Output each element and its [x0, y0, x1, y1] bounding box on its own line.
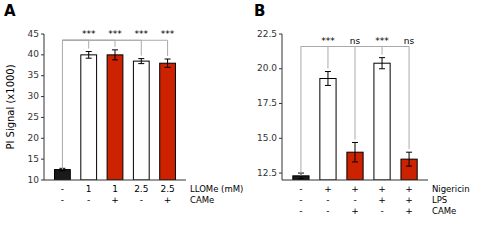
x-row-label: - — [353, 195, 356, 205]
y-tick-label: 15.0 — [257, 133, 277, 143]
y-tick-label: 12.5 — [257, 168, 277, 178]
x-row-label: 1 — [112, 184, 118, 194]
x-row-label: - — [380, 206, 383, 216]
x-row-label: + — [405, 195, 413, 205]
bracket-stem — [62, 40, 63, 169]
significance-label: *** — [82, 29, 96, 39]
panel: API Signal (x1000)1015202530354045-112.5… — [4, 2, 243, 205]
error-bar — [112, 50, 118, 60]
x-row-name: CAMe — [190, 195, 214, 205]
bar — [81, 55, 97, 180]
x-row-label: - — [299, 195, 302, 205]
marks — [55, 50, 176, 180]
y-tick-label: 35 — [28, 70, 39, 80]
significance-label: *** — [135, 29, 149, 39]
bracket-drop — [141, 40, 142, 55]
significance-label: ns — [404, 36, 415, 46]
bracket-drop — [115, 40, 116, 47]
error-bar — [379, 58, 385, 69]
x-row-label: - — [326, 206, 329, 216]
y-tick-label: 15 — [28, 154, 39, 164]
bracket-drop — [409, 47, 410, 150]
bracket-drop — [327, 47, 328, 69]
y-tick-label: 25 — [28, 112, 39, 122]
panel-label: B — [254, 2, 265, 20]
bar — [107, 55, 123, 180]
bar — [320, 78, 336, 180]
y-tick-label: 20 — [28, 133, 40, 143]
bar — [133, 61, 149, 180]
y-axis-label: PI Signal (x1000) — [5, 64, 16, 149]
bracket-drop — [382, 47, 383, 55]
x-row-name: Nigericin — [432, 184, 470, 194]
bracket-drop — [167, 40, 168, 56]
x-row-name: CAMe — [432, 206, 456, 216]
x-row-label: + — [111, 195, 119, 205]
y-tick-label: 22.5 — [257, 29, 277, 39]
x-row-label: - — [61, 184, 64, 194]
x-row-label: + — [351, 206, 359, 216]
x-row-label: 1 — [86, 184, 92, 194]
bar — [374, 63, 390, 180]
bar — [55, 170, 71, 180]
bracket-line — [301, 46, 409, 47]
significance-label: *** — [108, 29, 122, 39]
x-row-label: - — [87, 195, 90, 205]
bracket-drop — [355, 47, 356, 140]
x-row-label: + — [405, 206, 413, 216]
x-row-label: - — [299, 206, 302, 216]
bar — [160, 63, 176, 180]
y-tick-label: 17.5 — [257, 98, 277, 108]
error-bar — [138, 59, 144, 64]
significance-label: *** — [375, 36, 389, 46]
x-row-label: - — [140, 195, 143, 205]
chart-root: API Signal (x1000)1015202530354045-112.5… — [0, 0, 500, 225]
error-bar — [165, 59, 171, 67]
x-axis-line — [44, 180, 186, 181]
y-tick-label: 40 — [28, 49, 40, 59]
significance-label: *** — [161, 29, 175, 39]
y-axis-line — [44, 34, 45, 180]
x-row-label: + — [164, 195, 172, 205]
x-row-label: + — [378, 184, 386, 194]
x-row-label: 2.5 — [160, 184, 174, 194]
x-row-label: - — [299, 184, 302, 194]
x-row-label: + — [405, 184, 413, 194]
bracket-drop — [88, 40, 89, 48]
y-tick-label: 10 — [28, 175, 40, 185]
x-row-label: + — [351, 184, 359, 194]
y-tick-label: 45 — [28, 29, 39, 39]
panel-label: A — [4, 2, 16, 20]
error-bar — [352, 142, 358, 161]
error-bar — [86, 52, 92, 59]
x-row-name: LLOMe (mM) — [190, 184, 243, 194]
x-row-label: + — [378, 195, 386, 205]
x-row-name: LPS — [432, 195, 447, 205]
x-row-label: + — [324, 184, 332, 194]
error-bar — [406, 152, 412, 166]
significance-label: *** — [321, 36, 335, 46]
bracket-stem — [300, 47, 301, 176]
x-row-label: - — [326, 195, 329, 205]
x-row-label: 2.5 — [134, 184, 148, 194]
error-bar — [325, 72, 331, 86]
panel: B12.515.017.520.022.5-++++Nigericin---++… — [254, 2, 470, 216]
x-row-label: - — [61, 195, 64, 205]
bracket-line — [62, 40, 167, 41]
y-tick-label: 20.0 — [257, 63, 277, 73]
x-axis-line — [282, 180, 428, 181]
y-axis-line — [282, 34, 283, 180]
significance-label: ns — [350, 36, 361, 46]
y-tick-label: 30 — [28, 91, 40, 101]
